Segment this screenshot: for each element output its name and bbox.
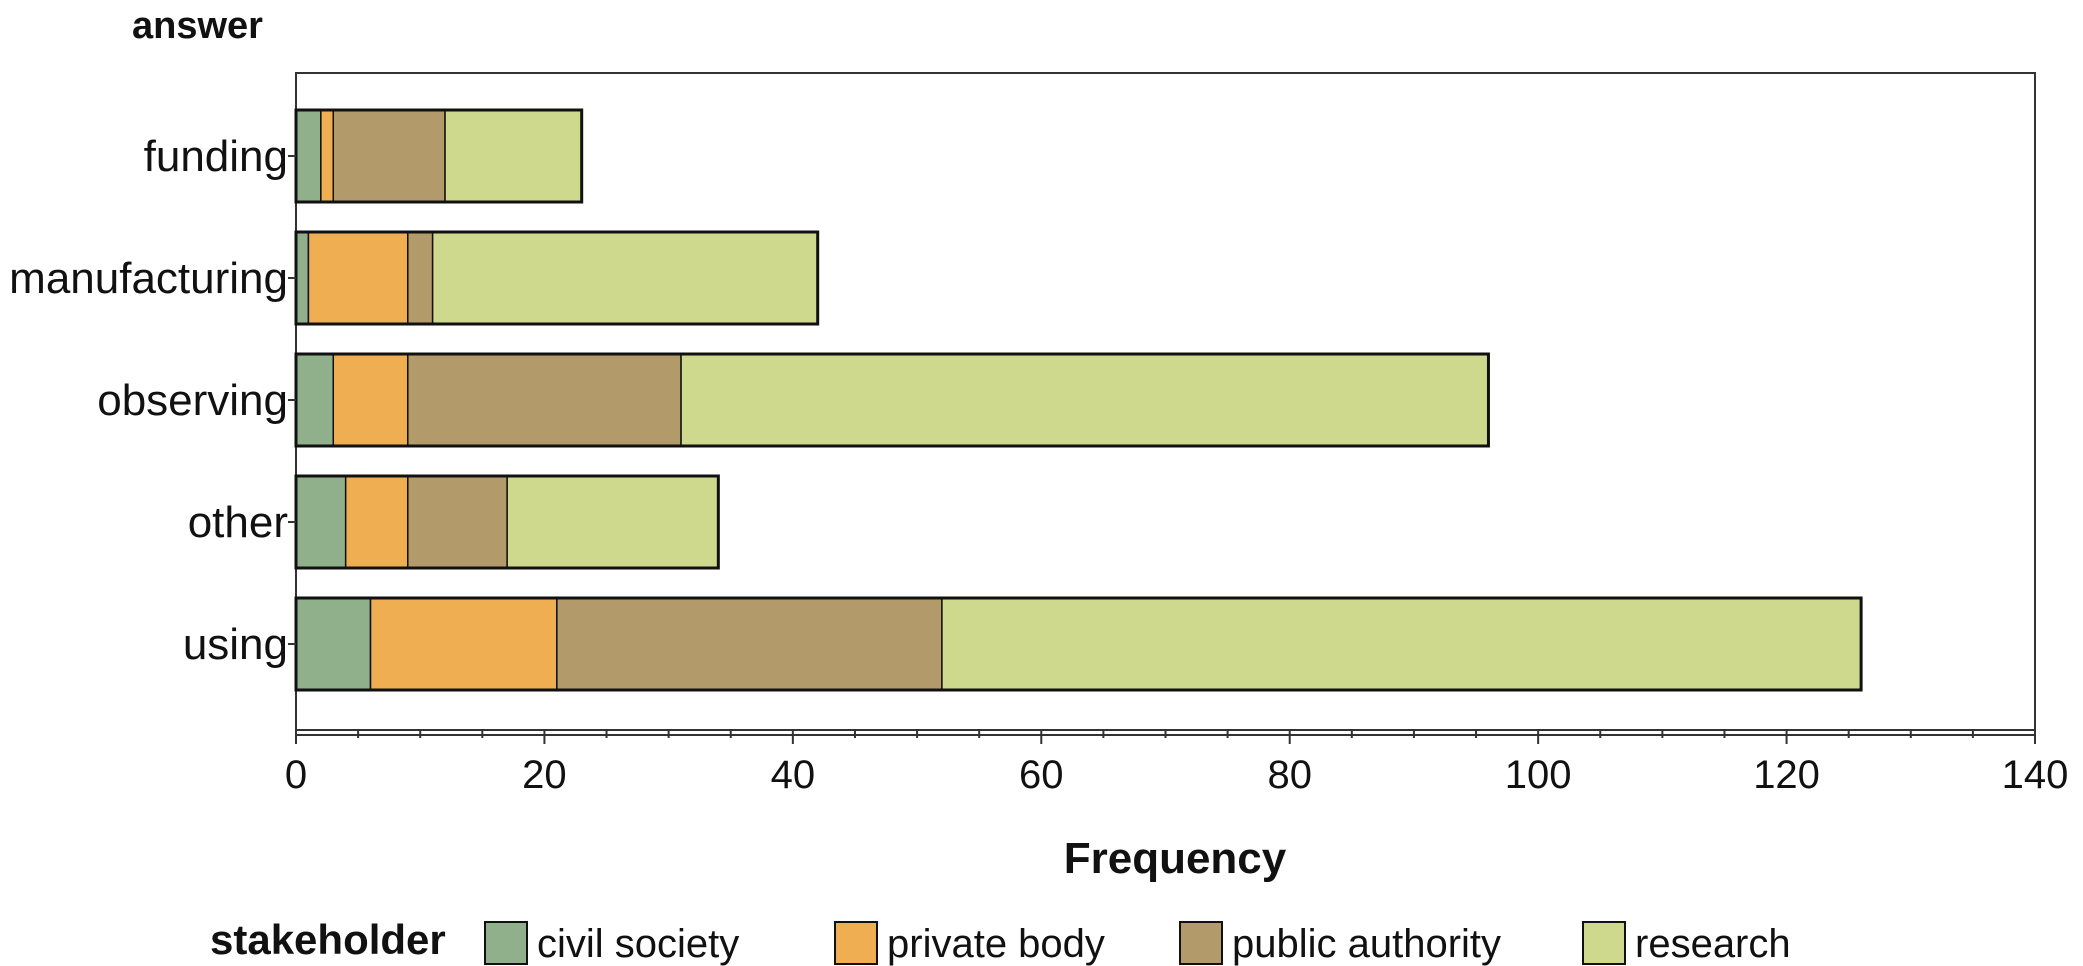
category-labels: funding manufacturing observing other using bbox=[9, 132, 296, 669]
x-tick-label-40: 40 bbox=[771, 753, 816, 797]
legend-label-public-authority: public authority bbox=[1232, 922, 1501, 966]
bar-funding-research bbox=[444, 109, 583, 203]
bar-observing-public-authority bbox=[407, 353, 682, 447]
bar-other-research bbox=[506, 475, 720, 569]
bar-manufacturing-private-body bbox=[307, 231, 409, 325]
bar-observing-civil-society bbox=[295, 353, 335, 447]
bar-using-public-authority bbox=[556, 597, 943, 691]
bar-other-private-body bbox=[344, 475, 409, 569]
category-label-using: using bbox=[183, 620, 288, 669]
x-tick-label-140: 140 bbox=[2002, 753, 2069, 797]
bar-other-public-authority bbox=[407, 475, 508, 569]
x-tick-label-20: 20 bbox=[522, 753, 567, 797]
category-label-observing: observing bbox=[97, 376, 288, 425]
x-tick-label-120: 120 bbox=[1753, 753, 1820, 797]
bar-other-civil-society bbox=[295, 475, 347, 569]
legend-label-private-body: private body bbox=[887, 922, 1105, 966]
bar-using-civil-society bbox=[295, 597, 372, 691]
x-axis: 0 20 40 60 80 100 120 140 bbox=[285, 729, 2069, 797]
category-label-manufacturing: manufacturing bbox=[9, 254, 288, 303]
bar-funding-private-body bbox=[320, 109, 335, 203]
y-axis-title: answer bbox=[132, 5, 263, 47]
category-label-other: other bbox=[188, 498, 288, 547]
x-tick-label-100: 100 bbox=[1505, 753, 1572, 797]
legend: stakeholder civil society private body pub… bbox=[210, 916, 1791, 966]
bar-funding-civil-society bbox=[295, 109, 322, 203]
legend-swatch-private-body bbox=[834, 921, 878, 965]
bar-using-research bbox=[941, 597, 1862, 691]
bar-manufacturing-research bbox=[431, 231, 819, 325]
legend-label-research: research bbox=[1635, 922, 1791, 966]
x-tick-label-60: 60 bbox=[1019, 753, 1064, 797]
x-tick-label-80: 80 bbox=[1267, 753, 1312, 797]
bar-manufacturing-public-authority bbox=[407, 231, 434, 325]
bar-using-private-body bbox=[369, 597, 558, 691]
x-axis-title: Frequency bbox=[1064, 834, 1287, 883]
legend-swatch-research bbox=[1582, 921, 1626, 965]
category-label-funding: funding bbox=[144, 132, 288, 181]
legend-title: stakeholder bbox=[210, 916, 446, 963]
legend-swatch-public-authority bbox=[1179, 921, 1223, 965]
bar-observing-research bbox=[680, 353, 1490, 447]
x-tick-label-0: 0 bbox=[285, 753, 307, 797]
bar-funding-public-authority bbox=[332, 109, 446, 203]
bars-layer bbox=[294, 108, 1863, 692]
bar-manufacturing-civil-society bbox=[295, 231, 310, 325]
bar-observing-private-body bbox=[332, 353, 409, 447]
legend-swatch-civil-society bbox=[484, 921, 528, 965]
legend-label-civil-society: civil society bbox=[537, 922, 739, 966]
